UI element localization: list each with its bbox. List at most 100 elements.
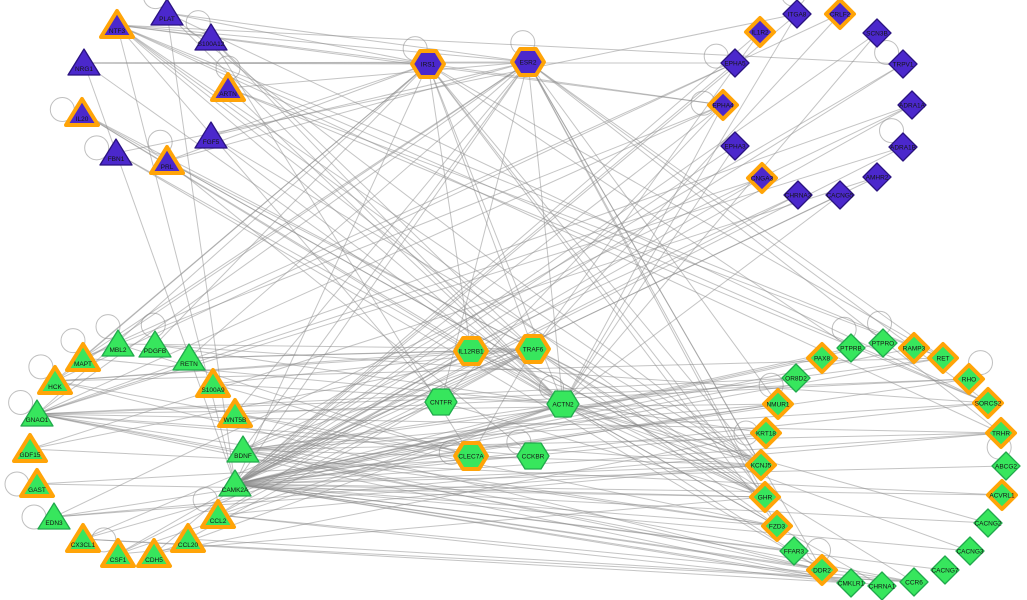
edge xyxy=(115,152,564,405)
edge xyxy=(82,403,564,540)
node-NRG1[interactable]: NRG1 xyxy=(67,48,101,76)
node-CX3CL1[interactable]: CX3CL1 xyxy=(65,523,101,553)
node-S100A12[interactable]: S100A12 xyxy=(194,23,228,51)
diamond-shape xyxy=(825,180,855,210)
node-AMHR2[interactable]: AMHR2 xyxy=(862,162,892,192)
self-loop-edge xyxy=(874,40,900,66)
node-IRS1[interactable]: IRS1 xyxy=(410,49,446,79)
node-ADRA1B[interactable]: ADRA1B xyxy=(888,132,918,162)
node-CCR6[interactable]: CCR6 xyxy=(899,567,929,597)
edge xyxy=(527,61,778,527)
node-ACVRL1[interactable]: ACVRL1 xyxy=(986,479,1018,511)
edge xyxy=(427,63,534,350)
edge xyxy=(562,403,823,571)
edge xyxy=(427,63,472,352)
node-TRAF6[interactable]: TRAF6 xyxy=(515,334,551,364)
triangle-shape xyxy=(99,9,135,39)
node-ESR2[interactable]: ESR2 xyxy=(510,47,546,77)
node-ADRA1A[interactable]: ADRA1A xyxy=(897,90,927,120)
node-CCL20[interactable]: CCL20 xyxy=(170,523,206,553)
node-CACNG3[interactable]: CACNG3 xyxy=(955,536,985,566)
node-PLAT[interactable]: PLAT xyxy=(150,0,184,26)
edge xyxy=(166,12,989,404)
node-GHR[interactable]: GHR xyxy=(749,481,781,513)
hexagon-shape xyxy=(453,336,489,366)
triangle-shape xyxy=(138,330,172,358)
edge xyxy=(234,177,763,485)
self-loop-edge xyxy=(185,10,211,36)
node-SORCS2[interactable]: SORCS2 xyxy=(972,387,1004,419)
node-CLEC7A[interactable]: CLEC7A xyxy=(453,441,489,471)
node-PAX8[interactable]: PAX8 xyxy=(806,342,838,374)
triangle-shape xyxy=(12,433,48,463)
edge xyxy=(234,483,823,571)
node-IL12RB1[interactable]: IL12RB1 xyxy=(453,336,489,366)
triangle-shape xyxy=(101,329,135,357)
node-PTPRB[interactable]: PTPRB xyxy=(836,333,866,363)
edge xyxy=(532,348,762,466)
node-CACNG2[interactable]: CACNG2 xyxy=(973,508,1003,538)
node-NMUR1[interactable]: NMUR1 xyxy=(762,388,794,420)
self-loop-edge xyxy=(8,390,34,416)
hexagon-shape xyxy=(453,441,489,471)
node-ABCG2[interactable]: ABCG2 xyxy=(991,451,1021,481)
edge xyxy=(234,145,736,485)
self-loop-edge xyxy=(60,328,86,354)
node-NTF3[interactable]: NTF3 xyxy=(99,9,135,39)
edge xyxy=(227,61,529,89)
node-PRL[interactable]: PRL xyxy=(149,145,185,175)
edge xyxy=(36,413,1002,434)
edge xyxy=(562,403,767,434)
edge xyxy=(427,63,724,106)
node-GDF15[interactable]: GDF15 xyxy=(12,433,48,463)
edge xyxy=(527,61,944,359)
triangle-shape xyxy=(226,435,260,463)
node-CMKLR1[interactable]: CMKLR1 xyxy=(836,568,866,598)
edge xyxy=(82,538,852,584)
node-EPHA3[interactable]: EPHA3 xyxy=(720,131,750,161)
edge xyxy=(166,12,529,63)
triangle-shape xyxy=(65,523,101,553)
triangle-shape xyxy=(67,48,101,76)
node-FGF5[interactable]: FGF5 xyxy=(194,121,228,149)
node-CACNG5[interactable]: CACNG5 xyxy=(825,180,855,210)
edge xyxy=(532,31,761,350)
diamond-shape xyxy=(862,162,892,192)
node-IL1R2[interactable]: IL1R2 xyxy=(744,16,776,48)
edge xyxy=(116,24,442,403)
diamond-shape xyxy=(806,342,838,374)
edge xyxy=(29,176,878,450)
node-RAMP3[interactable]: RAMP3 xyxy=(898,332,930,364)
edge xyxy=(36,104,724,415)
node-IL20[interactable]: IL20 xyxy=(64,97,100,127)
edge xyxy=(217,348,534,516)
triangle-shape xyxy=(218,469,252,497)
edge xyxy=(527,61,823,571)
triangle-shape xyxy=(170,523,206,553)
edge xyxy=(117,496,766,555)
edge xyxy=(116,24,766,498)
hexagon-shape xyxy=(510,47,546,77)
node-CACNG7[interactable]: CACNG7 xyxy=(930,555,960,585)
edge xyxy=(527,61,1002,434)
node-RET[interactable]: RET xyxy=(927,342,959,374)
diamond-shape xyxy=(824,0,856,30)
node-FZD3[interactable]: FZD3 xyxy=(761,510,793,542)
triangle-shape xyxy=(100,538,136,568)
hexagon-shape xyxy=(410,49,446,79)
triangle-shape xyxy=(37,365,73,395)
node-CRLF2[interactable]: CRLF2 xyxy=(824,0,856,30)
node-FBN1[interactable]: FBN1 xyxy=(99,138,133,166)
node-KRT18[interactable]: KRT18 xyxy=(750,417,782,449)
edge xyxy=(427,63,852,349)
edge xyxy=(562,32,878,405)
node-TRPV1[interactable]: TRPV1 xyxy=(888,49,918,79)
node-SCN3B[interactable]: SCN3B xyxy=(862,18,892,48)
triangle-shape xyxy=(64,97,100,127)
edge xyxy=(234,432,1002,485)
edge xyxy=(210,61,529,137)
node-MBL2[interactable]: MBL2 xyxy=(101,329,135,357)
diamond-shape xyxy=(986,479,1018,511)
